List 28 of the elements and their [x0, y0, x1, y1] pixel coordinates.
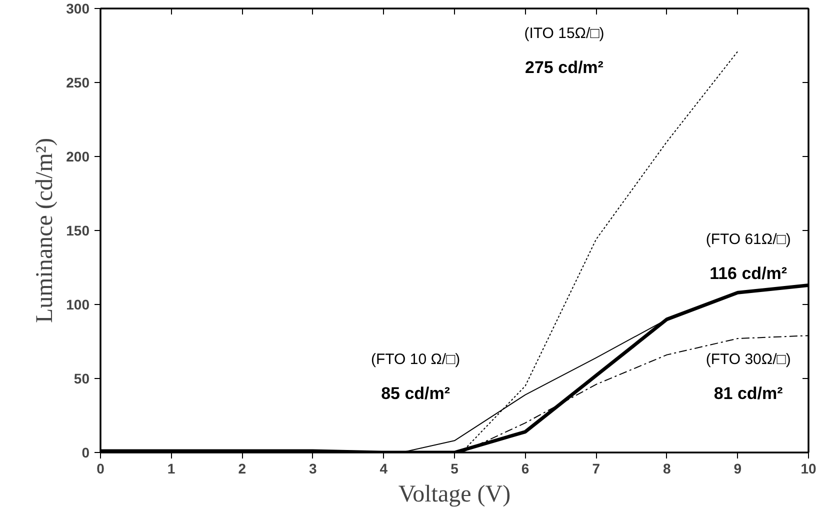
annotation: 275 cd/m² — [525, 58, 604, 78]
y-tick-label: 250 — [66, 74, 90, 90]
annotation: 81 cd/m² — [714, 384, 784, 403]
y-tick-label: 300 — [66, 0, 90, 16]
x-tick-label: 1 — [167, 460, 176, 476]
x-tick-label: 8 — [663, 460, 672, 476]
y-axis-title: Luminance (cd/m²) — [32, 138, 58, 324]
x-tick-label: 3 — [309, 460, 318, 476]
x-tick-label: 10 — [800, 460, 816, 476]
annotation: (FTO 61Ω/□) — [706, 230, 791, 248]
annotation: (ITO 15Ω/□) — [524, 25, 604, 42]
x-tick-label: 5 — [450, 460, 459, 476]
x-tick-label: 6 — [521, 460, 530, 476]
annotation: (FTO 10 Ω/□) — [370, 350, 460, 368]
x-tick-label: 7 — [592, 460, 600, 476]
x-axis-title: Voltage (V) — [398, 482, 511, 508]
annotation: (FTO 30Ω/□) — [706, 350, 791, 368]
x-tick-label: 0 — [96, 460, 105, 476]
x-tick-label: 2 — [238, 460, 246, 476]
y-tick-label: 50 — [74, 370, 90, 386]
x-tick-label: 4 — [380, 460, 388, 476]
y-tick-label: 100 — [66, 296, 90, 312]
y-tick-label: 200 — [66, 148, 90, 164]
y-tick-label: 150 — [66, 222, 90, 238]
annotation: 85 cd/m² — [381, 384, 450, 403]
x-tick-label: 9 — [734, 460, 742, 476]
annotation: 116 cd/m² — [710, 264, 788, 283]
y-tick-label: 0 — [82, 444, 90, 460]
